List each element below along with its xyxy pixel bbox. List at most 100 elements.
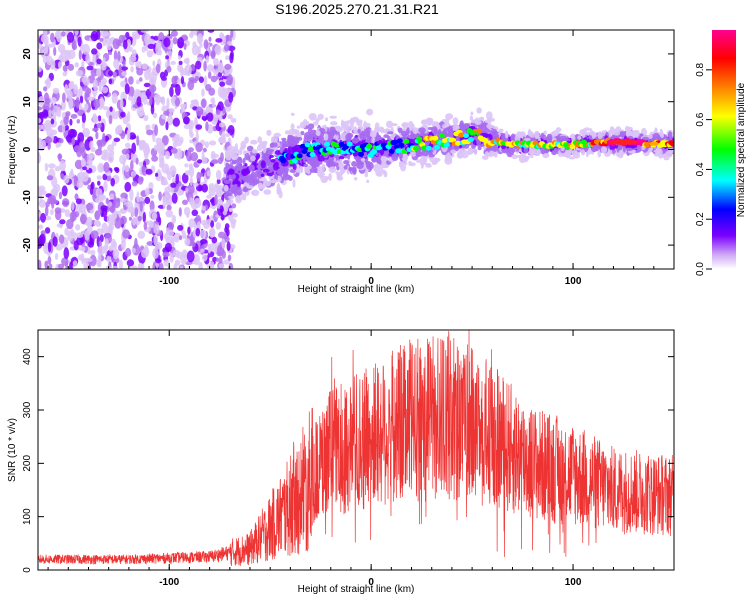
noise-blob [216,186,223,197]
noise-blob [211,236,218,244]
noise-blob [231,203,237,209]
noise-blob [186,150,192,162]
noise-blob [154,94,162,103]
noise-blob [217,157,223,165]
signal-blob [284,148,288,153]
y-tick-label: 200 [22,455,33,472]
noise-blob [68,82,74,90]
noise-blob [75,198,82,205]
noise-blob [207,71,212,79]
signal-blob [357,128,361,134]
signal-blob [551,150,557,156]
noise-blob [165,151,171,160]
signal-blob [641,136,650,141]
noise-blob [221,130,226,140]
signal-blob [271,136,279,143]
signal-blob [446,126,453,131]
noise-blob [218,231,226,239]
noise-blob [117,50,121,62]
y-tick-label: 300 [22,401,33,418]
noise-blob [158,216,162,226]
noise-blob [136,96,142,107]
signal-blob [511,148,516,153]
signal-blob [328,155,335,163]
noise-blob [200,108,204,115]
signal-blob [223,179,231,184]
noise-blob [62,64,68,72]
noise-blob [218,263,225,269]
noise-blob [96,175,102,180]
x-tick-label: -100 [159,577,179,588]
noise-blob [135,60,142,68]
signal-blob [636,144,642,153]
colorbar-axis: 0.0 0.2 0.4 0.6 0.8 [695,62,712,276]
noise-blob [162,135,169,146]
signal-blob [410,151,417,157]
signal-blob [335,125,341,130]
signal-blob [279,145,284,154]
signal-blob [418,127,426,134]
noise-blob [123,204,127,210]
noise-blob [93,98,101,109]
noise-blob [165,168,170,176]
signal-blob [660,132,665,139]
signal-blob [446,152,451,161]
signal-blob [450,149,457,154]
signal-blob [376,173,383,177]
noise-blob [212,256,218,262]
noise-blob [180,76,185,85]
noise-blob [99,234,104,243]
noise-blob [214,194,218,205]
noise-blob [203,39,209,50]
ridge-point [463,133,469,139]
noise-blob [115,111,119,115]
signal-blob [323,159,330,163]
signal-blob [275,161,279,167]
signal-blob [648,147,653,153]
noise-blob [86,203,94,211]
signal-blob [481,155,489,160]
noise-blob [63,247,70,260]
signal-blob [420,162,427,166]
noise-blob [194,75,200,82]
noise-blob [193,197,202,209]
noise-blob [180,254,188,265]
signal-blob [262,168,270,173]
noise-blob [111,140,117,147]
noise-blob [78,86,83,98]
signal-blob [518,148,523,153]
noise-blob [38,151,41,163]
noise-blob [155,63,161,74]
signal-blob [300,131,305,136]
signal-blob [382,153,387,157]
noise-blob [111,113,119,120]
signal-blob [380,156,385,162]
signal-blob [351,137,359,144]
noise-blob [201,98,207,109]
signal-blob [263,140,268,145]
noise-blob [43,101,50,111]
signal-blob [303,163,309,168]
noise-blob [131,49,137,58]
noise-blob [54,165,61,172]
signal-blob [247,174,255,178]
signal-blob [631,132,640,138]
signal-blob [597,131,603,140]
noise-blob [145,142,150,155]
signal-blob [283,143,290,148]
noise-blob [209,228,215,238]
signal-blob [317,113,324,120]
noise-blob [140,30,149,33]
signal-blob [345,120,353,124]
noise-blob [107,51,113,56]
signal-blob [244,136,249,144]
noise-blob [141,46,146,53]
noise-blob [158,191,162,201]
noise-blob [131,142,137,155]
noise-blob [137,176,144,185]
signal-blob [292,178,296,188]
signal-blob [471,144,476,149]
noise-blob [202,254,208,262]
signal-blob [492,146,498,152]
noise-blob [93,220,98,226]
